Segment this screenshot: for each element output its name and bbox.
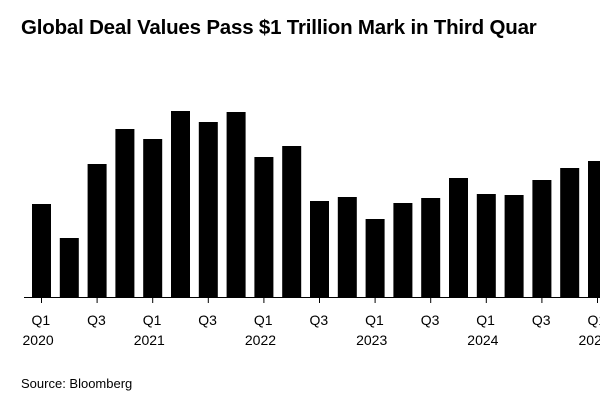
x-tick-label-quarter: Q1	[32, 312, 51, 328]
bar-q4-2020	[115, 129, 135, 297]
bar-q3-2021	[198, 122, 218, 297]
bars-group	[32, 111, 600, 297]
bar-q3-2024	[532, 180, 552, 297]
bar-q2-2020	[59, 238, 79, 297]
x-tick-label-quarter: Q1	[476, 312, 495, 328]
bar-q2-2023	[393, 203, 413, 297]
x-tick-label-year: 2024	[467, 332, 498, 348]
bar-q4-2023	[449, 178, 468, 297]
x-tick-label-year: 2021	[134, 332, 165, 348]
bar-q2-2024	[504, 195, 524, 297]
bar-q2-2022	[282, 146, 302, 297]
chart-title: Global Deal Values Pass $1 Trillion Mark…	[21, 16, 537, 39]
bar-q1-2023	[365, 219, 385, 297]
x-tick-label-year: 2020	[23, 332, 54, 348]
bar-q1-2020	[32, 204, 51, 297]
bar-q3-2023	[421, 198, 441, 297]
bar-q1-2025	[588, 161, 600, 297]
x-tick-label-year: 2022	[245, 332, 276, 348]
x-tick-label-year: 2023	[356, 332, 387, 348]
bar-q4-2021	[226, 112, 246, 297]
x-ticks-group: Q1 2020 Q3 Q1 2021 Q3 Q1 2022 Q3 Q1 2023 Q3 Q1 2024 Q3…	[23, 298, 600, 348]
x-tick-label-quarter: Q1	[143, 312, 162, 328]
x-tick-label-quarter: Q1	[365, 312, 384, 328]
x-tick-label-quarter: Q3	[310, 312, 329, 328]
bar-q4-2024	[560, 168, 580, 297]
bar-q3-2022	[310, 201, 329, 297]
bar-q1-2024	[476, 194, 496, 297]
x-tick-label-quarter: Q3	[198, 312, 217, 328]
bar-q1-2021	[143, 139, 163, 297]
bar-q1-2022	[254, 157, 274, 297]
bar-q2-2021	[171, 111, 190, 297]
source-note: Source: Bloomberg	[21, 376, 133, 391]
bar-q3-2020	[87, 164, 107, 297]
x-tick-label-quarter: Q3	[421, 312, 440, 328]
bar-q4-2022	[337, 197, 357, 297]
x-tick-label-quarter: Q1	[254, 312, 273, 328]
x-tick-label-quarter: Q1	[588, 312, 600, 328]
x-tick-label-quarter: Q3	[532, 312, 551, 328]
x-tick-label-year: 2025	[579, 332, 600, 348]
x-tick-label-quarter: Q3	[87, 312, 106, 328]
